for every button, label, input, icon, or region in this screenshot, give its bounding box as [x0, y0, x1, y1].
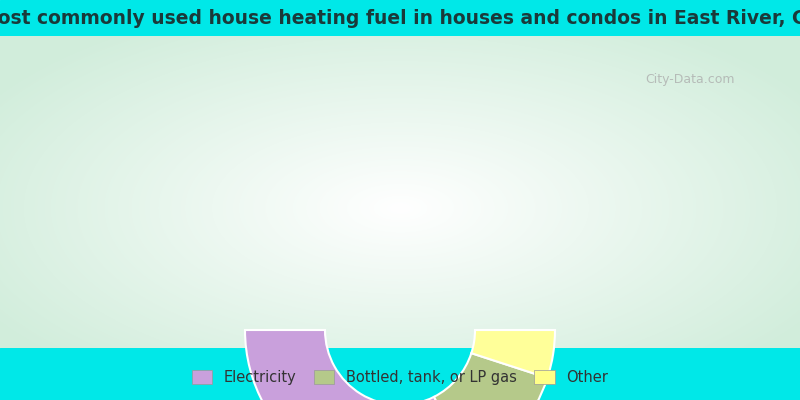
- Bar: [0, 348, 800, 400]
- Text: Most commonly used house heating fuel in houses and condos in East River, GA: Most commonly used house heating fuel in…: [0, 8, 800, 28]
- Text: City-Data.com: City-Data.com: [646, 74, 734, 86]
- Bar: [0, 0, 800, 36]
- Wedge shape: [245, 330, 470, 400]
- Legend: Electricity, Bottled, tank, or LP gas, Other: Electricity, Bottled, tank, or LP gas, O…: [184, 363, 616, 393]
- Wedge shape: [434, 353, 547, 400]
- Wedge shape: [471, 330, 555, 378]
